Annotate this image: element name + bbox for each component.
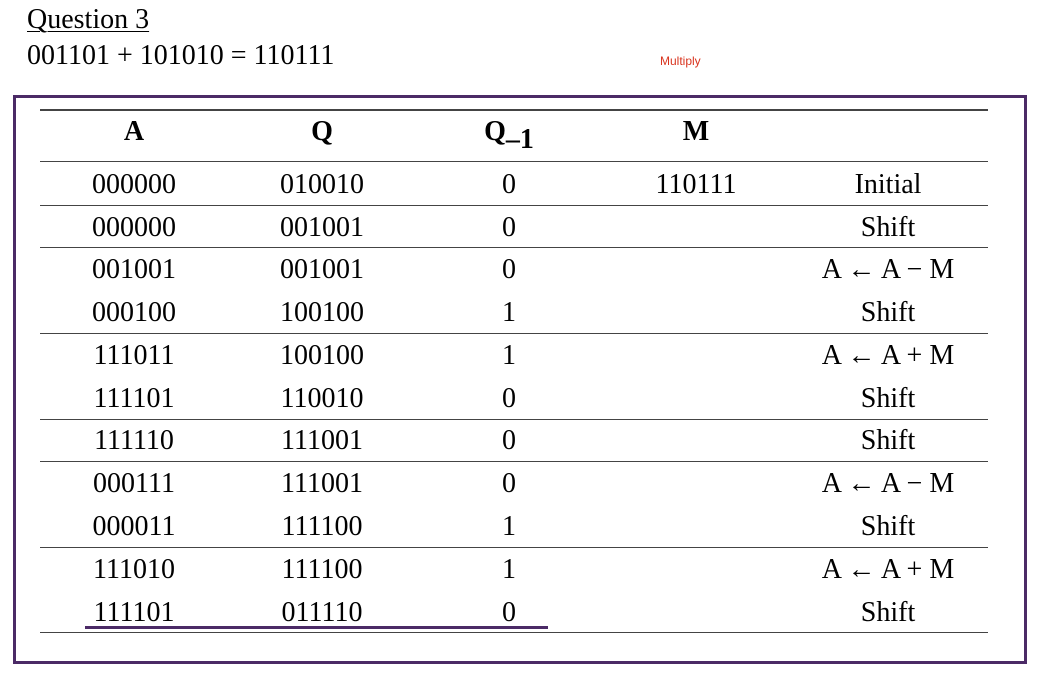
table-rule xyxy=(40,205,988,206)
cell-q1: 1 xyxy=(502,297,516,328)
cell-q1: 1 xyxy=(502,554,516,585)
cell-q: 111001 xyxy=(281,425,363,456)
cell-q: 111100 xyxy=(281,554,363,585)
cell-q1: 0 xyxy=(502,169,516,200)
cell-q1: 0 xyxy=(502,468,516,499)
cell-operation: A ← A − M xyxy=(821,254,955,285)
cell-operation: Shift xyxy=(860,212,916,243)
cell-q: 011110 xyxy=(281,597,363,628)
cell-a: 000000 xyxy=(92,169,176,200)
cell-q1: 0 xyxy=(502,212,516,243)
table-rule xyxy=(40,632,988,633)
cell-a: 000100 xyxy=(92,297,176,328)
table-frame xyxy=(13,95,1027,664)
cell-operation: Shift xyxy=(860,597,916,628)
table-rule xyxy=(40,247,988,248)
cell-operation: Shift xyxy=(860,297,916,328)
header-m: M xyxy=(682,116,710,147)
table-rule xyxy=(40,461,988,462)
multiply-note: Multiply xyxy=(660,54,701,68)
cell-q1: 0 xyxy=(502,425,516,456)
cell-a: 000011 xyxy=(92,511,176,542)
cell-m: 110111 xyxy=(655,169,737,200)
cell-operation: Initial xyxy=(854,169,922,200)
cell-operation: Shift xyxy=(860,511,916,542)
cell-a: 111011 xyxy=(93,340,175,371)
table-rule xyxy=(40,161,988,162)
cell-a: 111110 xyxy=(94,425,174,456)
equation: 001101 + 101010 = 110111 xyxy=(27,40,335,71)
table-rule xyxy=(40,333,988,334)
cell-a: 000111 xyxy=(93,468,175,499)
result-underline xyxy=(85,626,548,629)
question-title: Question 3 xyxy=(27,4,150,35)
cell-a: 111101 xyxy=(93,597,175,628)
cell-operation: A ← A + M xyxy=(821,554,955,585)
cell-q: 110010 xyxy=(280,383,364,414)
cell-q: 111100 xyxy=(281,511,363,542)
cell-q1: 0 xyxy=(502,254,516,285)
cell-q: 100100 xyxy=(280,340,364,371)
table-rule xyxy=(40,109,988,111)
cell-operation: A ← A + M xyxy=(821,340,955,371)
cell-a: 111101 xyxy=(93,383,175,414)
table-rule xyxy=(40,547,988,548)
header-q: Q xyxy=(311,116,333,147)
cell-q1: 0 xyxy=(502,597,516,628)
cell-a: 000000 xyxy=(92,212,176,243)
table-rule xyxy=(40,419,988,420)
cell-q: 001001 xyxy=(280,254,364,285)
cell-q1: 0 xyxy=(502,383,516,414)
cell-q: 111001 xyxy=(281,468,363,499)
cell-a: 001001 xyxy=(92,254,176,285)
cell-operation: A ← A − M xyxy=(821,468,955,499)
cell-operation: Shift xyxy=(860,425,916,456)
cell-q: 010010 xyxy=(280,169,364,200)
cell-q1: 1 xyxy=(502,511,516,542)
cell-q: 001001 xyxy=(280,212,364,243)
cell-q: 100100 xyxy=(280,297,364,328)
cell-a: 111010 xyxy=(93,554,175,585)
cell-operation: Shift xyxy=(860,383,916,414)
header-a: A xyxy=(123,116,145,147)
header-q-minus-1: Q–1 xyxy=(484,116,534,155)
cell-q1: 1 xyxy=(502,340,516,371)
